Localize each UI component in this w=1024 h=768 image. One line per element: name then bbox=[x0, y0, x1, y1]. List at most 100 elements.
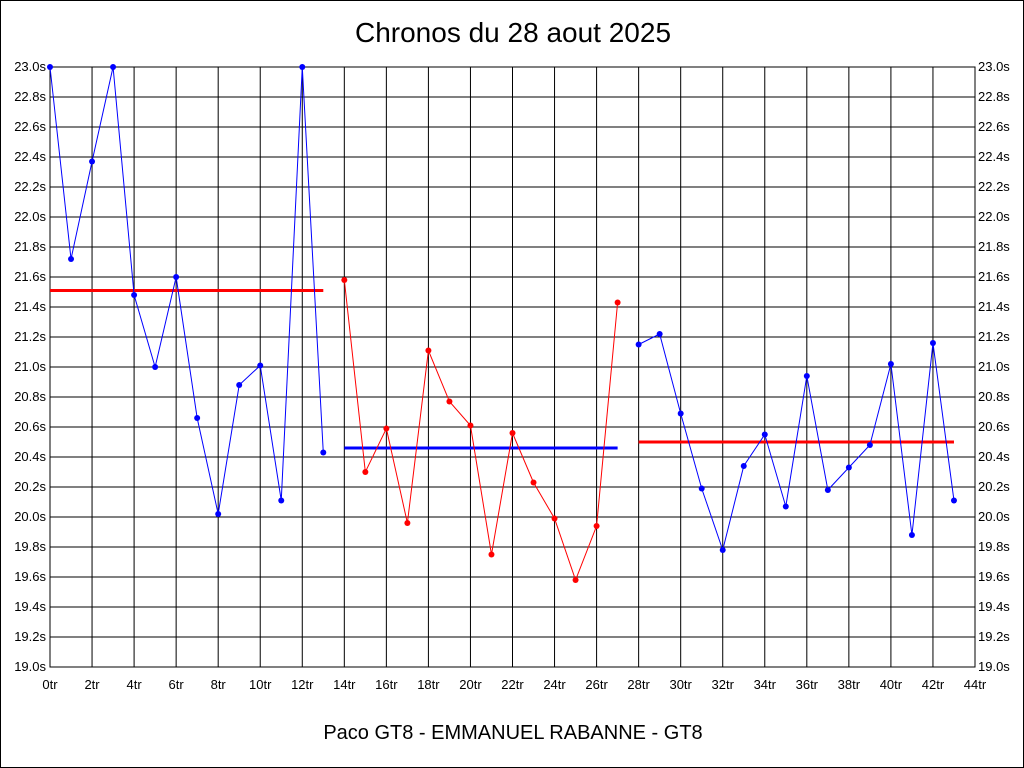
y-tick-label-right: 19.0s bbox=[978, 659, 1010, 674]
data-point bbox=[614, 299, 621, 306]
y-tick-label-right: 19.6s bbox=[978, 569, 1010, 584]
y-tick-label-right: 22.8s bbox=[978, 89, 1010, 104]
data-point bbox=[194, 415, 201, 421]
x-tick-label: 36tr bbox=[796, 677, 819, 692]
y-tick-label-left: 22.2s bbox=[14, 179, 46, 194]
data-point bbox=[257, 362, 264, 369]
x-tick-label: 0tr bbox=[42, 677, 58, 692]
y-tick-label-left: 20.2s bbox=[14, 479, 46, 494]
x-tick-label: 24tr bbox=[543, 677, 566, 692]
x-tick-label: 14tr bbox=[333, 677, 356, 692]
x-tick-label: 42tr bbox=[922, 677, 945, 692]
y-tick-label-right: 20.6s bbox=[978, 419, 1010, 434]
data-point bbox=[509, 430, 516, 436]
y-tick-label-right: 19.2s bbox=[978, 629, 1010, 644]
x-tick-label: 10tr bbox=[249, 677, 272, 692]
data-point bbox=[299, 64, 306, 70]
chart-footer: Paco GT8 - EMMANUEL RABANNE - GT8 bbox=[323, 722, 703, 744]
chart-title: Chronos du 28 aout 2025 bbox=[354, 17, 672, 48]
y-tick-label-right: 22.4s bbox=[978, 149, 1010, 164]
y-tick-label-left: 22.8s bbox=[14, 89, 46, 104]
data-point bbox=[761, 431, 768, 438]
y-tick-label-left: 19.2s bbox=[14, 629, 46, 644]
x-tick-label: 20tr bbox=[459, 677, 482, 692]
x-tick-label: 6tr bbox=[169, 677, 185, 692]
y-tick-label-right: 20.0s bbox=[978, 509, 1010, 524]
x-tick-label: 28tr bbox=[627, 677, 650, 692]
data-point bbox=[908, 532, 915, 538]
data-point bbox=[698, 485, 705, 492]
y-tick-label-right: 21.6s bbox=[978, 269, 1010, 284]
data-point bbox=[47, 64, 53, 70]
x-tick-label: 30tr bbox=[669, 677, 692, 692]
data-point bbox=[68, 256, 75, 262]
data-point bbox=[635, 341, 642, 348]
x-tick-label: 44tr bbox=[964, 677, 987, 692]
y-tick-label-left: 20.8s bbox=[14, 389, 46, 404]
y-tick-label-left: 22.4s bbox=[14, 149, 46, 164]
x-tick-label: 2tr bbox=[84, 677, 100, 692]
data-point bbox=[236, 382, 243, 388]
data-point bbox=[929, 340, 936, 346]
x-tick-label: 26tr bbox=[585, 677, 608, 692]
data-point bbox=[404, 520, 411, 526]
data-point bbox=[152, 364, 159, 370]
data-point bbox=[446, 398, 453, 405]
data-point bbox=[278, 497, 285, 504]
y-tick-label-left: 23.0s bbox=[14, 59, 46, 74]
data-point bbox=[320, 449, 327, 456]
series-line-1 bbox=[49, 66, 324, 515]
y-tick-label-left: 19.8s bbox=[14, 539, 46, 554]
data-point bbox=[89, 158, 96, 165]
series-line-3 bbox=[638, 333, 955, 552]
data-point bbox=[383, 425, 390, 432]
y-tick-label-left: 20.6s bbox=[14, 419, 46, 434]
data-point bbox=[740, 463, 747, 469]
data-point bbox=[131, 292, 138, 298]
y-tick-label-left: 19.0s bbox=[14, 659, 46, 674]
y-tick-label-right: 21.0s bbox=[978, 359, 1010, 374]
y-tick-label-right: 21.8s bbox=[978, 239, 1010, 254]
data-point bbox=[215, 511, 222, 517]
x-tick-label: 18tr bbox=[417, 677, 440, 692]
data-point bbox=[866, 442, 873, 448]
data-point bbox=[824, 487, 831, 493]
data-point bbox=[950, 497, 957, 504]
data-point bbox=[593, 523, 600, 529]
data-point bbox=[488, 551, 495, 558]
y-tick-label-right: 22.2s bbox=[978, 179, 1010, 194]
y-tick-label-left: 20.0s bbox=[14, 509, 46, 524]
data-point bbox=[530, 479, 537, 486]
x-tick-label: 32tr bbox=[712, 677, 735, 692]
y-tick-label-right: 20.2s bbox=[978, 479, 1010, 494]
data-point bbox=[362, 469, 369, 475]
data-point bbox=[572, 577, 579, 583]
data-point bbox=[656, 331, 663, 337]
y-tick-label-left: 21.6s bbox=[14, 269, 46, 284]
y-tick-label-right: 21.4s bbox=[978, 299, 1010, 314]
data-point bbox=[341, 277, 348, 283]
data-point bbox=[551, 515, 558, 522]
y-tick-label-left: 21.0s bbox=[14, 359, 46, 374]
x-tick-label: 22tr bbox=[501, 677, 524, 692]
data-point bbox=[719, 547, 726, 553]
y-tick-label-left: 19.4s bbox=[14, 599, 46, 614]
series-line-2 bbox=[343, 279, 619, 582]
y-tick-label-left: 22.0s bbox=[14, 209, 46, 224]
data-point bbox=[782, 503, 789, 510]
data-point bbox=[173, 274, 180, 280]
y-tick-label-right: 19.4s bbox=[978, 599, 1010, 614]
y-tick-label-right: 22.0s bbox=[978, 209, 1010, 224]
y-tick-label-left: 21.2s bbox=[14, 329, 46, 344]
data-point bbox=[845, 464, 852, 471]
x-tick-label: 40tr bbox=[880, 677, 903, 692]
x-tick-label: 34tr bbox=[754, 677, 777, 692]
data-point bbox=[677, 410, 684, 417]
x-tick-label: 4tr bbox=[127, 677, 143, 692]
y-tick-label-right: 19.8s bbox=[978, 539, 1010, 554]
data-point bbox=[110, 64, 117, 70]
x-tick-label: 12tr bbox=[291, 677, 314, 692]
data-point bbox=[887, 361, 894, 367]
